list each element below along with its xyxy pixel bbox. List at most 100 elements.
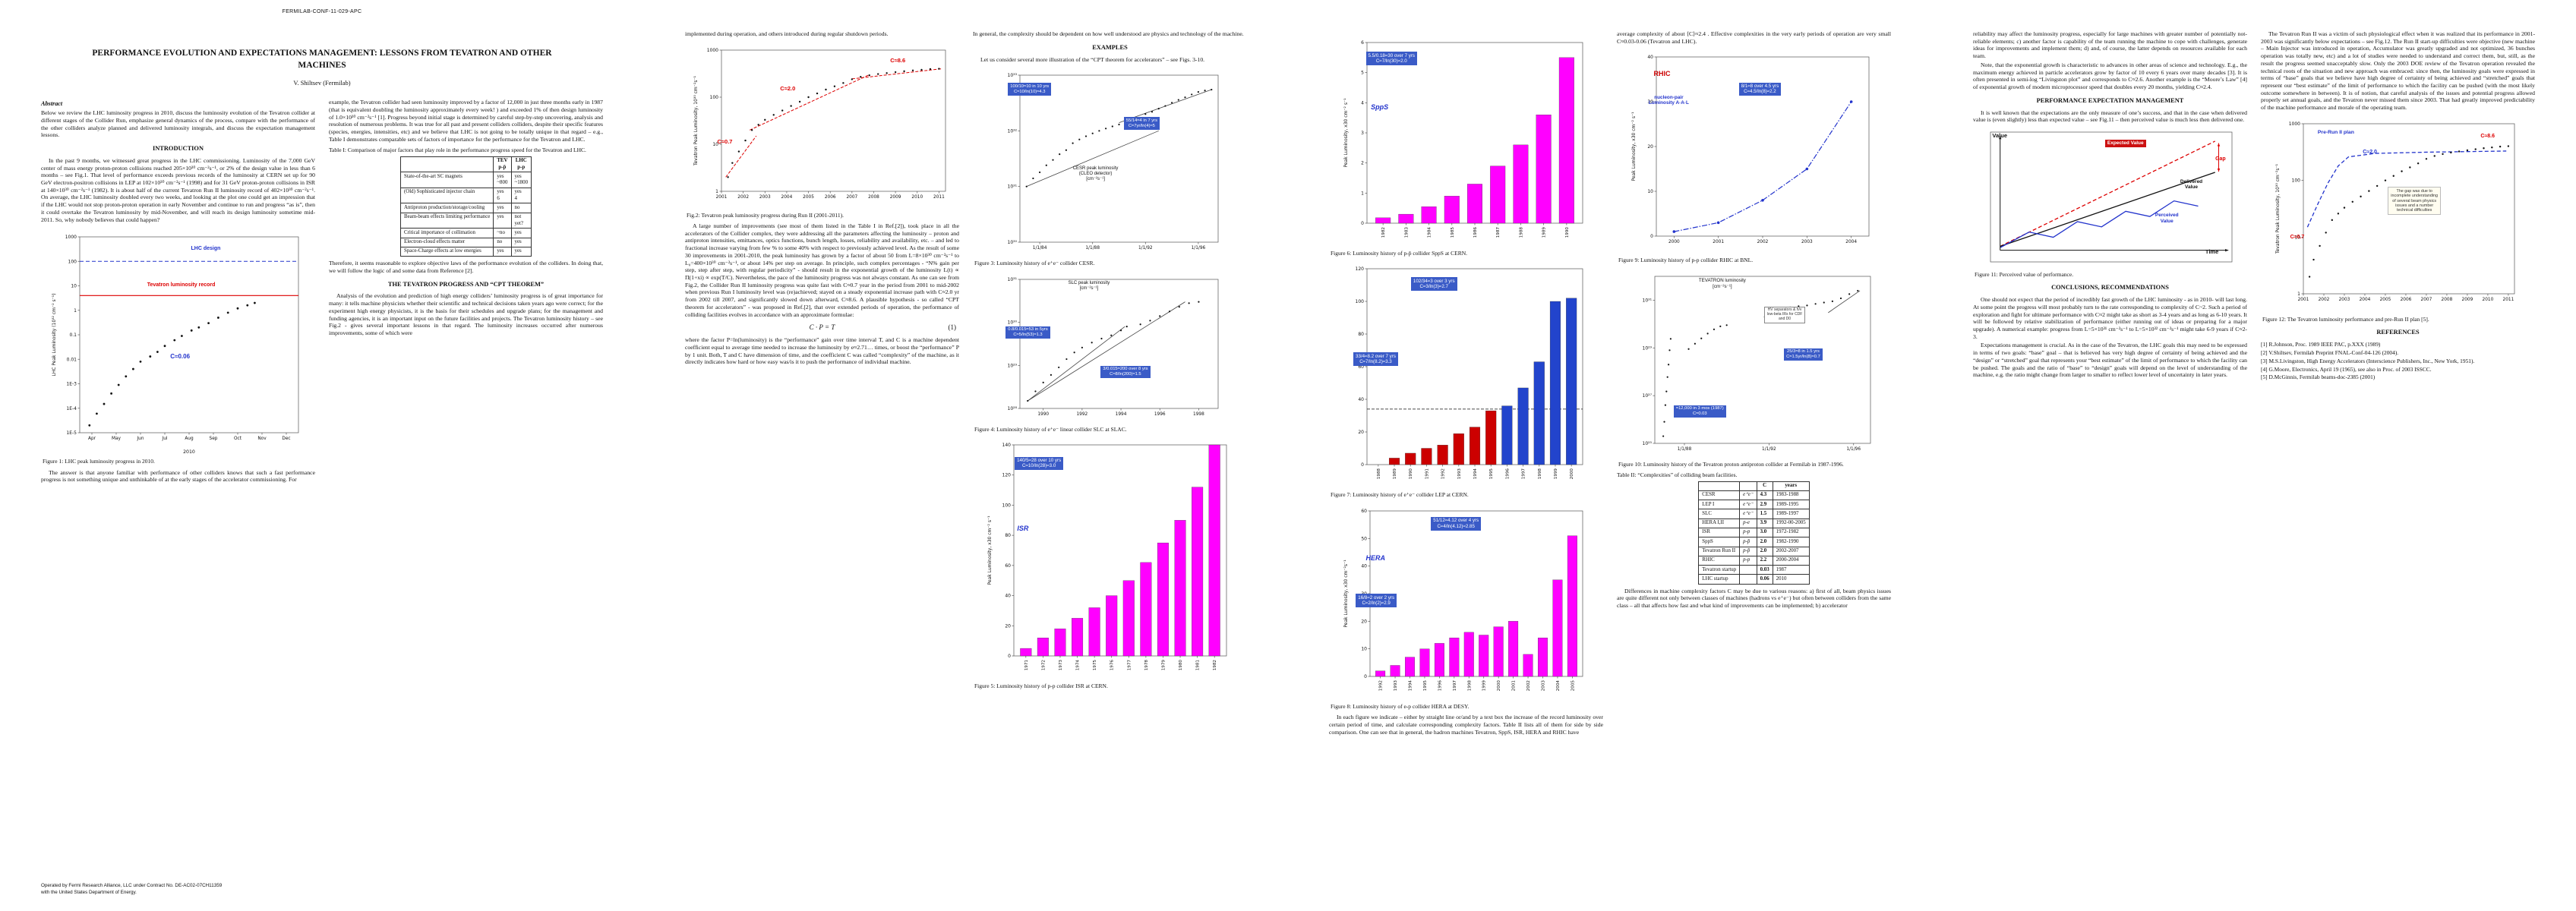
svg-text:1997: 1997	[1521, 468, 1526, 480]
page-4: reliability may affect the luminosity pr…	[1932, 0, 2576, 911]
figure-9-rhic-chart: 0 10 20 30 40 2000 2001 2002 2003 2004 Peak Lumino…	[1628, 49, 1880, 255]
svg-text:1994: 1994	[1408, 679, 1413, 691]
figure-8: 0 10 20 30 40 50 60 1992 1993 1994 1995 1996 1997 199…	[1329, 503, 1603, 710]
column-3-paragraph-2: A large number of improvements (see most…	[685, 222, 959, 318]
svg-text:10³²: 10³²	[1008, 129, 1018, 134]
svg-text:1994: 1994	[1116, 412, 1127, 417]
svg-text:0: 0	[1364, 674, 1367, 679]
svg-text:1989: 1989	[1393, 468, 1397, 480]
svg-text:Apr: Apr	[87, 437, 96, 441]
svg-text:1996: 1996	[1154, 412, 1166, 417]
column-5: 0 1 2 3 4 5 6 1982 1983 1984 1985 1986 1987 1988 1989 1…	[1329, 30, 1603, 737]
svg-text:Sep: Sep	[209, 437, 217, 441]
svg-text:1997: 1997	[1452, 679, 1457, 691]
introduction-heading: INTRODUCTION	[152, 145, 204, 152]
svg-text:2010: 2010	[2482, 298, 2493, 302]
figure-10-caption: Figure 10: Luminosity history of the Tev…	[1618, 460, 1844, 468]
svg-text:1988: 1988	[1519, 227, 1523, 238]
figure-3-cesr-chart: 10³⁰ 10³¹ 10³² 10³³ 1/1/84 1/1/88 1/1/92 1/1/96…	[994, 68, 1226, 258]
svg-text:2011: 2011	[933, 195, 945, 200]
svg-text:100: 100	[1355, 299, 1364, 304]
svg-text:2007: 2007	[2420, 298, 2432, 302]
figure-4-slc-chart: 10²⁸ 10²⁹ 10³⁰ 10³¹ 1990 1992 1994 1996 1998 SLC …	[994, 271, 1226, 424]
svg-text:0: 0	[1361, 221, 1364, 226]
table-1: TEV p-p̄ LHC p-p State-of-the-art SC magne…	[329, 156, 603, 257]
svg-text:100: 100	[68, 260, 77, 265]
conclusions-paragraph-1: One should not expect that the period of…	[1973, 296, 2247, 340]
svg-text:1972: 1972	[1041, 660, 1046, 670]
svg-text:6: 6	[1361, 40, 1364, 46]
svg-text:Peak Luminosity, x30 cm⁻² s⁻¹: Peak Luminosity, x30 cm⁻² s⁻¹	[987, 515, 993, 585]
svg-text:1/1/92: 1/1/92	[1138, 246, 1153, 251]
svg-text:1976: 1976	[1110, 660, 1114, 671]
svg-text:1/1/96: 1/1/96	[1192, 246, 1206, 251]
svg-text:2001: 2001	[1713, 240, 1724, 244]
svg-text:1979: 1979	[1161, 660, 1166, 671]
svg-text:60: 60	[1358, 364, 1364, 370]
svg-text:10²⁹: 10²⁹	[1008, 363, 1018, 368]
svg-text:2003: 2003	[2338, 298, 2350, 302]
figure-3: 10³⁰ 10³¹ 10³² 10³³ 1/1/84 1/1/88 1/1/92 1/1/96…	[973, 68, 1247, 266]
svg-text:1990: 1990	[1409, 468, 1413, 480]
page-2: implemented during operation, and others…	[644, 0, 1288, 911]
svg-text:20: 20	[1358, 430, 1364, 435]
column-1: Abstract Below we review the LHC luminos…	[41, 99, 315, 485]
svg-text:2000: 2000	[1668, 240, 1679, 244]
operated-by-footnote: Operated by Fermi Research Alliance, LLC…	[41, 883, 223, 895]
figure-11-caption: Figure 11: Perceived value of performanc…	[1975, 270, 2074, 278]
svg-text:0: 0	[1650, 234, 1653, 239]
examples-intro-paragraph: Let us consider several more illustratio…	[980, 55, 1205, 63]
table-1-caption: Table I: Comparison of major factors tha…	[329, 147, 586, 154]
svg-text:10³¹: 10³¹	[1008, 184, 1018, 190]
svg-text:10: 10	[2294, 235, 2300, 240]
figure-6: 0 1 2 3 4 5 6 1982 1983 1984 1985 1986 1987 1988 1989 1…	[1329, 35, 1603, 257]
equation-1-formula: C · P = T	[809, 323, 835, 332]
figure-1: 1000 100 10 1 0.1 0.01 1E-3 1E-4 1E-5 Apr May Jun Ju…	[41, 228, 315, 465]
svg-text:20: 20	[1005, 623, 1011, 629]
svg-text:1/1/84: 1/1/84	[1033, 246, 1047, 251]
equation-1: C · P = T (1)	[685, 323, 959, 331]
svg-text:2011: 2011	[2502, 298, 2514, 302]
figure-5: 0 20 40 60 80 100 120 140 1971 1972 1973 1974 1975 19…	[973, 437, 1247, 689]
svg-text:0.1: 0.1	[69, 333, 77, 338]
references-heading: REFERENCES	[2376, 329, 2420, 336]
svg-text:1: 1	[715, 189, 718, 194]
svg-text:1985: 1985	[1450, 227, 1454, 238]
column-2: example, the Tevatron collider had seen …	[329, 99, 603, 485]
svg-text:2004: 2004	[781, 195, 793, 200]
svg-text:10: 10	[1647, 189, 1653, 194]
svg-text:2000: 2000	[1570, 468, 1574, 480]
svg-text:1E-3: 1E-3	[66, 382, 77, 387]
svg-text:Tevatron Peak Luminosity, 10³⁰: Tevatron Peak Luminosity, 10³⁰ cm⁻²s⁻¹	[693, 75, 699, 166]
references-list: [1] R.Johnson, Proc. 1989 IEEE PAC, p.XX…	[2261, 341, 2535, 381]
svg-text:10²⁸: 10²⁸	[1008, 406, 1018, 411]
svg-text:30: 30	[1361, 591, 1367, 597]
svg-text:LHC Peak Luminosity (10³² cm⁻²: LHC Peak Luminosity (10³² cm⁻² s⁻¹)	[52, 294, 57, 377]
figure-5-isr-chart: 0 20 40 60 80 100 120 140 1971 1972 1973 1974 1975 19…	[984, 437, 1236, 681]
figure-6-caption: Figure 6: Luminosity history of p-p̄ col…	[1331, 250, 1467, 257]
svg-text:2007: 2007	[846, 195, 857, 200]
figure-2: 1 10 100 1000 2001 2002 2003 2004 2005 2006 2007 20…	[685, 42, 959, 219]
svg-text:1977: 1977	[1127, 660, 1132, 671]
table-2-caption: Table II: “Complexities” of colliding be…	[1617, 471, 1738, 479]
svg-text:1971: 1971	[1024, 660, 1028, 671]
svg-text:1991: 1991	[1425, 468, 1429, 480]
svg-text:1E-5: 1E-5	[66, 430, 77, 436]
svg-text:100: 100	[710, 95, 719, 100]
svg-text:40: 40	[1005, 594, 1011, 599]
svg-text:10²⁵: 10²⁵	[1642, 441, 1652, 446]
figure-6-spps-chart: 0 1 2 3 4 5 6 1982 1983 1984 1985 1986 1987 1988 1989 1…	[1340, 35, 1592, 247]
svg-text:Jul: Jul	[161, 437, 167, 441]
svg-text:2002: 2002	[2318, 298, 2329, 302]
figure-12-tevatron-plan-chart: 1 10 100 1000 2001 2002 2003 2004 2005 2006 2007 20…	[2272, 115, 2524, 314]
svg-text:2006: 2006	[2400, 298, 2411, 302]
svg-text:1/1/92: 1/1/92	[1762, 447, 1776, 452]
svg-text:50: 50	[1361, 536, 1367, 541]
svg-text:1986: 1986	[1473, 227, 1478, 238]
equation-1-number: (1)	[948, 323, 957, 332]
svg-text:1980: 1980	[1179, 660, 1183, 671]
svg-text:10²⁷: 10²⁷	[1642, 393, 1652, 399]
svg-text:1996: 1996	[1505, 468, 1510, 480]
column-7: reliability may affect the luminosity pr…	[1973, 30, 2247, 382]
